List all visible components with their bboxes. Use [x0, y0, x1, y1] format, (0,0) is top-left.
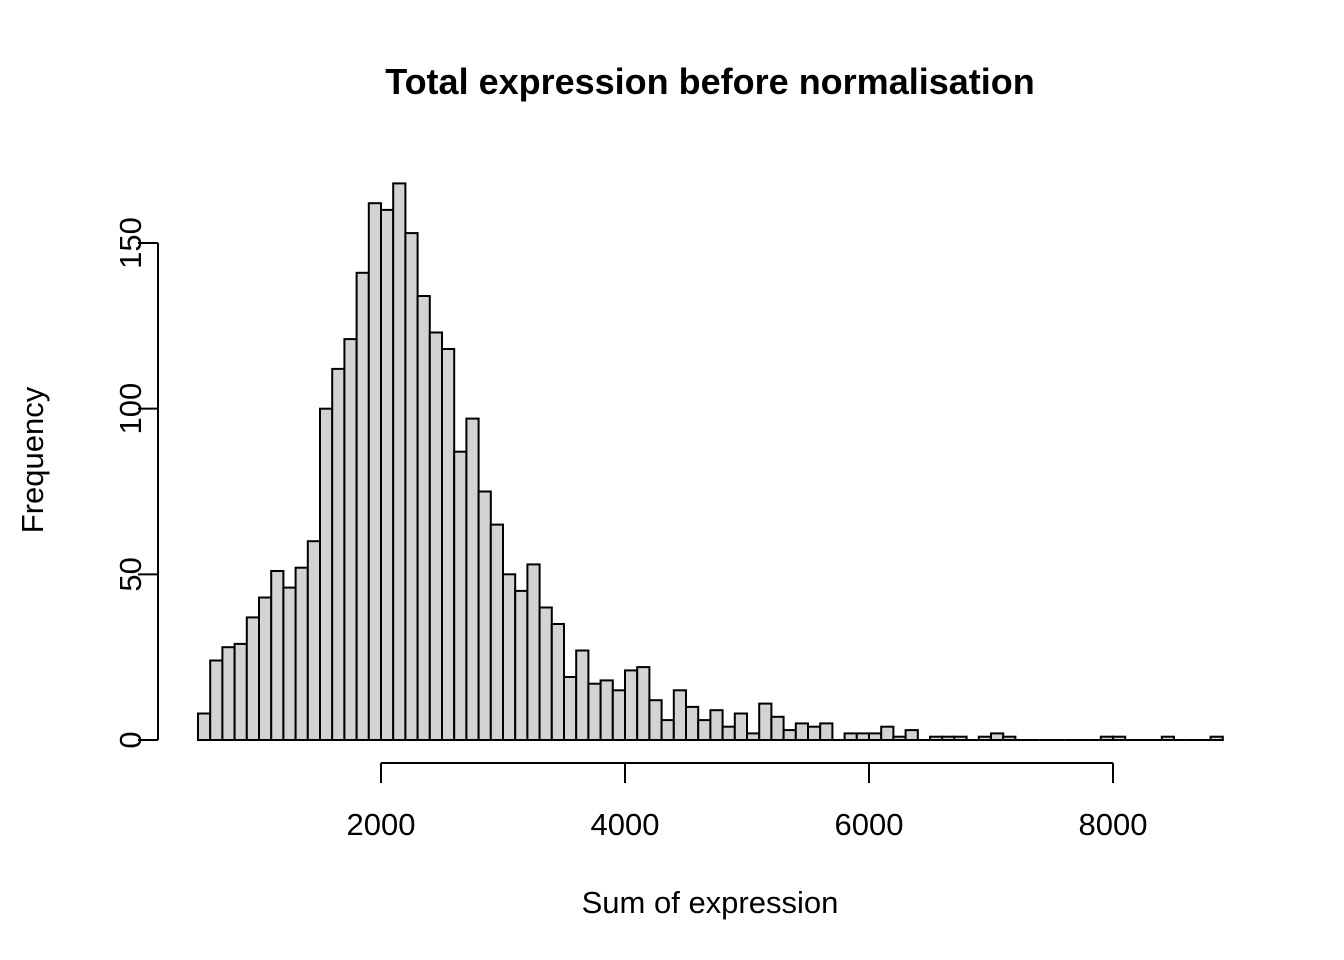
histogram-bar [453, 450, 468, 741]
x-tick-label: 6000 [835, 807, 904, 842]
histogram-bar [721, 725, 736, 742]
histogram-bar [245, 616, 261, 742]
histogram-bar [672, 689, 687, 741]
histogram-bar [1209, 735, 1224, 742]
histogram-bar [929, 735, 944, 742]
histogram-bar [892, 735, 907, 742]
histogram-bar [599, 679, 614, 742]
histogram-bar [758, 702, 773, 741]
histogram-bar [624, 669, 639, 742]
histogram-bar [611, 689, 626, 741]
histogram-bar [489, 523, 504, 741]
histogram-bar [1112, 735, 1127, 742]
histogram-bar [770, 715, 785, 741]
histogram-bar [197, 712, 212, 741]
histogram-bar [563, 676, 578, 741]
histogram-bar [709, 709, 724, 742]
histogram-bar [1099, 735, 1115, 742]
histogram-bar [697, 719, 712, 741]
histogram-bar [855, 732, 870, 742]
histogram-bar [392, 182, 407, 741]
chart-title: Total expression before normalisation [385, 61, 1034, 102]
histogram-bar [575, 649, 590, 741]
x-tick-label: 4000 [591, 807, 660, 842]
histogram-bar [794, 722, 809, 742]
histogram-bar [953, 735, 968, 742]
histogram-bar [550, 623, 565, 741]
histogram-bar [514, 589, 529, 742]
bars-group [197, 182, 1224, 742]
y-tick-label: 0 [113, 731, 148, 748]
histogram-bar [209, 659, 224, 741]
histogram-bar [343, 338, 358, 741]
histogram-bar [294, 566, 309, 742]
histogram-bar [221, 646, 236, 742]
histogram-bar [868, 732, 883, 742]
histogram-bar [526, 563, 541, 742]
histogram-bar [477, 490, 492, 741]
histogram-bar [282, 586, 297, 741]
histogram-bar [306, 540, 321, 742]
histogram-bar [990, 732, 1005, 742]
x-axis: 2000 4000 6000 8000 [347, 762, 1148, 842]
histogram-bar [502, 573, 517, 741]
x-tick-label: 2000 [347, 807, 416, 842]
histogram-bar [733, 712, 748, 741]
histogram-bar [636, 666, 651, 741]
y-tick-label: 100 [113, 383, 148, 435]
x-axis-label: Sum of expression [582, 885, 839, 920]
histogram-bar [380, 208, 395, 741]
histogram-bar [258, 596, 273, 741]
histogram-bar [465, 417, 480, 741]
histogram-bar [977, 735, 992, 742]
histogram-bar [685, 705, 700, 742]
histogram-bar [538, 606, 553, 741]
histogram-bar [404, 232, 419, 741]
histogram-bar [233, 642, 248, 742]
histogram-bar [648, 699, 663, 742]
histogram-bar [587, 682, 602, 742]
x-tick-label: 8000 [1079, 807, 1148, 842]
histogram-bar [843, 732, 858, 742]
histogram-bar [441, 348, 456, 741]
histogram-bar [941, 735, 956, 742]
histogram-bar [428, 331, 443, 741]
y-tick-label: 150 [113, 217, 148, 269]
histogram-bar [319, 407, 334, 741]
histogram-bar [807, 725, 822, 742]
histogram-bar [660, 719, 675, 741]
histogram-bar [355, 271, 370, 741]
histogram-bar [819, 722, 834, 742]
histogram-bar [416, 295, 431, 741]
histogram-bar [904, 729, 919, 741]
y-axis: 0 50 100 150 [113, 217, 159, 749]
histogram-bar [1160, 735, 1176, 742]
histogram-bar [270, 570, 285, 741]
histogram-bar [746, 732, 761, 742]
y-tick-label: 50 [113, 557, 148, 591]
histogram-bar [782, 729, 797, 741]
histogram-bar [367, 202, 382, 741]
histogram-bar [880, 725, 895, 742]
y-axis-label: Frequency [15, 386, 50, 533]
histogram-bar [1002, 735, 1017, 742]
histogram-bar [331, 367, 346, 741]
